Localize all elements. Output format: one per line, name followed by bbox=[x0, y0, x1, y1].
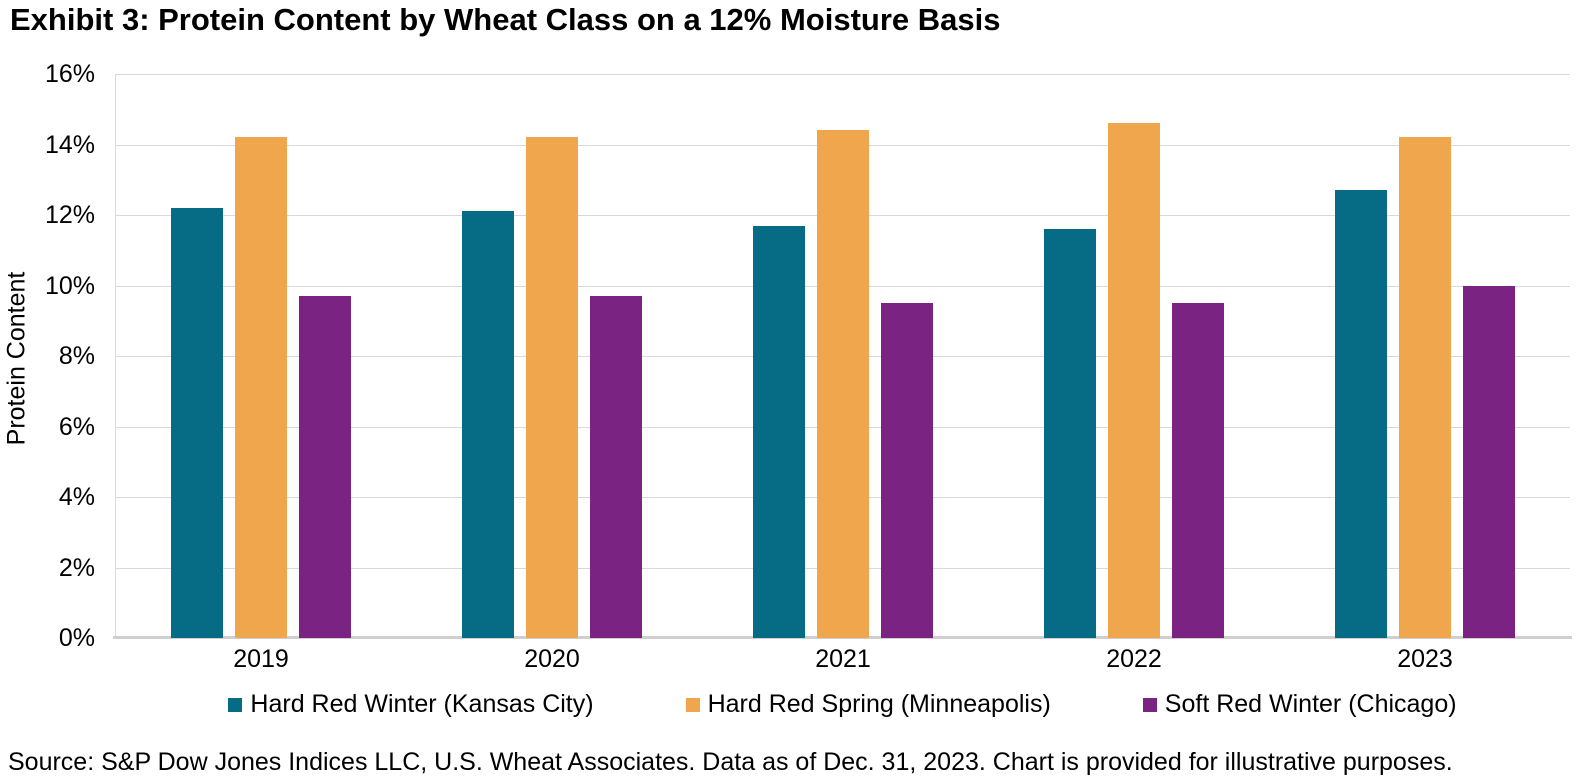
legend-item-hard-red-spring: Hard Red Spring (Minneapolis) bbox=[685, 690, 1051, 719]
bar-hard-red-spring-2022 bbox=[1107, 123, 1160, 638]
legend-label: Hard Red Spring (Minneapolis) bbox=[707, 690, 1051, 718]
bar-hard-red-spring-2020 bbox=[525, 137, 578, 638]
source-note: Source: S&P Dow Jones Indices LLC, U.S. … bbox=[8, 748, 1453, 776]
bar-soft-red-winter-2019 bbox=[298, 296, 351, 638]
y-tick-label-16: 16% bbox=[44, 60, 95, 88]
x-tick-label-2020: 2020 bbox=[524, 645, 580, 673]
gridline-16 bbox=[115, 74, 1570, 75]
legend-label: Soft Red Winter (Chicago) bbox=[1164, 690, 1457, 718]
legend-swatch-icon bbox=[1142, 697, 1157, 712]
x-tick-label-2023: 2023 bbox=[1397, 645, 1453, 673]
bar-hard-red-winter-2021 bbox=[752, 225, 805, 638]
x-tick-label-2022: 2022 bbox=[1106, 645, 1162, 673]
y-tick-label-4: 4% bbox=[58, 483, 95, 511]
bar-soft-red-winter-2022 bbox=[1171, 303, 1224, 638]
bar-hard-red-spring-2019 bbox=[234, 137, 287, 638]
legend-swatch-icon bbox=[685, 697, 700, 712]
legend-label: Hard Red Winter (Kansas City) bbox=[250, 690, 594, 718]
bar-hard-red-winter-2020 bbox=[461, 211, 514, 638]
y-tick-label-8: 8% bbox=[58, 342, 95, 370]
bar-soft-red-winter-2020 bbox=[589, 296, 642, 638]
plot-area bbox=[113, 74, 1572, 639]
legend-item-soft-red-winter: Soft Red Winter (Chicago) bbox=[1142, 690, 1457, 719]
bar-soft-red-winter-2023 bbox=[1462, 285, 1515, 638]
y-tick-label-12: 12% bbox=[44, 201, 95, 229]
y-axis-line bbox=[115, 74, 116, 638]
legend: Hard Red Winter (Kansas City) Hard Red Sp… bbox=[115, 690, 1570, 719]
bar-hard-red-spring-2023 bbox=[1398, 137, 1451, 638]
y-tick-label-14: 14% bbox=[44, 130, 95, 159]
bar-soft-red-winter-2021 bbox=[880, 303, 933, 638]
x-tick-label-2019: 2019 bbox=[233, 645, 289, 673]
legend-item-hard-red-winter: Hard Red Winter (Kansas City) bbox=[228, 690, 594, 719]
y-tick-label-10: 10% bbox=[44, 271, 95, 300]
x-tick-label-2021: 2021 bbox=[815, 645, 871, 673]
chart-title: Exhibit 3: Protein Content by Wheat Clas… bbox=[10, 2, 1001, 37]
y-tick-label-6: 6% bbox=[58, 412, 95, 441]
bar-hard-red-winter-2022 bbox=[1043, 229, 1096, 638]
y-tick-label-0: 0% bbox=[58, 624, 95, 652]
bar-hard-red-spring-2021 bbox=[816, 130, 869, 638]
legend-swatch-icon bbox=[228, 697, 243, 712]
bar-hard-red-winter-2019 bbox=[170, 207, 223, 638]
y-tick-label-2: 2% bbox=[58, 553, 95, 582]
bar-hard-red-winter-2023 bbox=[1334, 190, 1387, 638]
